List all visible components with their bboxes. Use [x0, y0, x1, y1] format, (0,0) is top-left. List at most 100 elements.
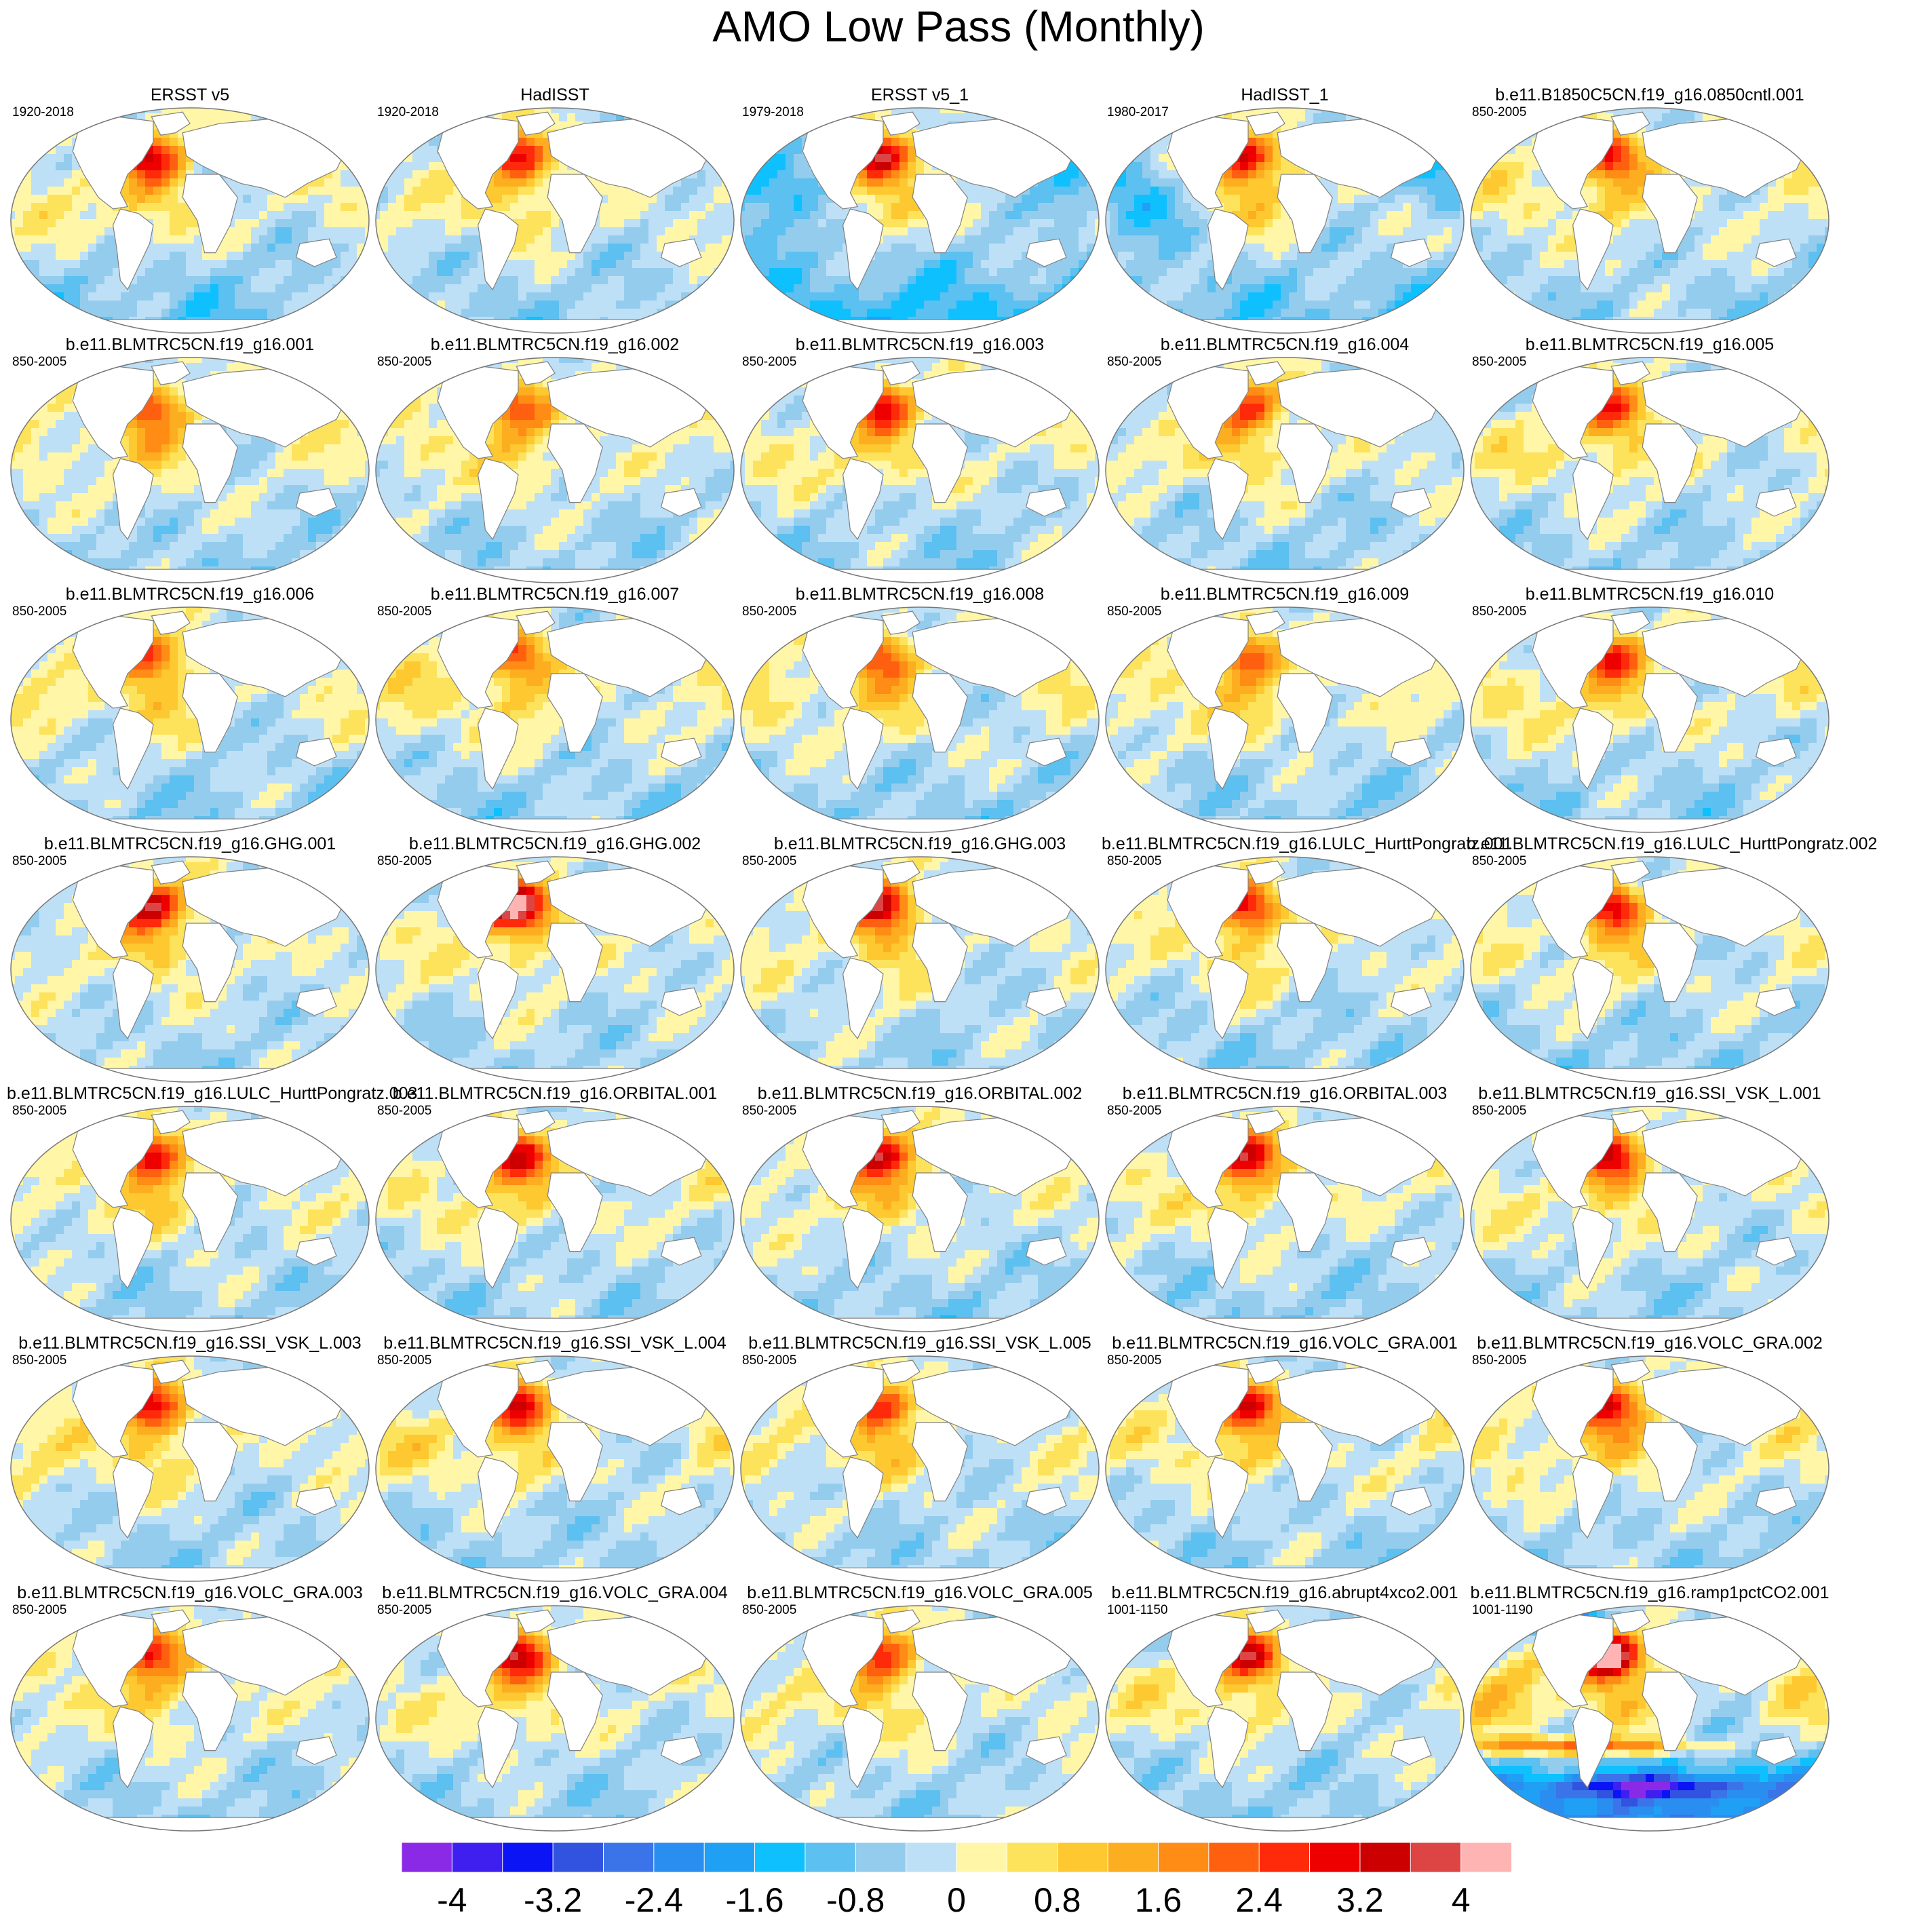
continent [880, 1609, 921, 1634]
continent [1572, 708, 1614, 790]
map-outline [740, 856, 1100, 1083]
panel-period: 850-2005 [1107, 854, 1161, 869]
map-outline [740, 1605, 1100, 1832]
continent [437, 116, 519, 210]
panel-title: b.e11.BLMTRC5CN.f19_g16.SSI_VSK_L.003 [7, 1333, 373, 1353]
panel-title: HadISST_1 [1102, 85, 1468, 105]
panel-period: 850-2005 [1472, 1104, 1526, 1119]
panel-title: b.e11.BLMTRC5CN.f19_g16.001 [7, 334, 373, 355]
panel-title: b.e11.BLMTRC5CN.f19_g16.VOLC_GRA.004 [372, 1583, 738, 1603]
map-outline [740, 1106, 1100, 1332]
continent [295, 488, 337, 517]
continent [1277, 174, 1333, 254]
colorbar-swatch [552, 1842, 604, 1873]
continent [151, 1110, 191, 1134]
panel-title: b.e11.BLMTRC5CN.f19_g16.SSI_VSK_L.004 [372, 1333, 738, 1353]
colorbar-swatch [1006, 1842, 1058, 1873]
continent [112, 208, 154, 291]
continent [1025, 238, 1067, 267]
panel-title: b.e11.BLMTRC5CN.f19_g16.LULC_HurttPongra… [1467, 834, 1877, 854]
colorbar-swatch [653, 1842, 705, 1873]
map-outline [1105, 606, 1465, 833]
continent [1572, 208, 1614, 291]
sst-anomaly-map [1470, 856, 1829, 1083]
panel-period: 850-2005 [1472, 355, 1526, 370]
continent [802, 1364, 884, 1458]
panel-period: 850-2005 [12, 854, 66, 869]
sst-anomaly-map [740, 856, 1100, 1083]
panel-title: b.e11.BLMTRC5CN.f19_g16.ORBITAL.003 [1102, 1083, 1468, 1104]
sst-anomaly-map [10, 606, 370, 833]
continent [547, 923, 603, 1003]
map-panel: b.e11.BLMTRC5CN.f19_g16.004 850-2005 [1102, 334, 1468, 585]
panel-period: 1979-2018 [742, 105, 804, 120]
continent [1532, 1115, 1614, 1208]
map-outline [375, 1605, 735, 1832]
colorbar-swatch [1157, 1842, 1209, 1873]
colorbar-tick-label: -4 [437, 1881, 467, 1919]
map-outline [1470, 357, 1829, 583]
map-panel: b.e11.BLMTRC5CN.f19_g16.008 850-2005 [737, 584, 1103, 835]
continent [842, 458, 884, 541]
continent [802, 865, 884, 959]
continent [1642, 174, 1698, 254]
sst-anomaly-map [1105, 1605, 1465, 1832]
continent [802, 615, 884, 709]
sst-anomaly-map [740, 1605, 1100, 1832]
panel-title: b.e11.BLMTRC5CN.f19_g16.VOLC_GRA.005 [737, 1583, 1103, 1603]
continent [112, 1456, 154, 1539]
continent [660, 737, 702, 767]
continent [660, 238, 702, 267]
sst-anomaly-map [740, 357, 1100, 583]
continent [1642, 423, 1698, 503]
sst-anomaly-map [375, 856, 735, 1083]
continent [1532, 1364, 1614, 1458]
map-panel: b.e11.BLMTRC5CN.f19_g16.007 850-2005 [372, 584, 738, 835]
continent [182, 923, 238, 1003]
continent [912, 1172, 968, 1252]
panel-period: 850-2005 [12, 1353, 66, 1368]
panel-title: b.e11.BLMTRC5CN.f19_g16.ramp1pctCO2.001 [1467, 1583, 1833, 1603]
continent [1167, 116, 1249, 210]
continent [880, 361, 921, 385]
sst-anomaly-map [1470, 1355, 1829, 1582]
continent [1610, 860, 1650, 885]
panel-title: b.e11.BLMTRC5CN.f19_g16.abrupt4xco2.001 [1102, 1583, 1468, 1603]
continent [1390, 987, 1432, 1016]
continent [477, 957, 519, 1040]
colorbar-tick-label: 0 [947, 1881, 966, 1919]
continent [151, 1359, 191, 1384]
continent [295, 238, 337, 267]
panel-title: b.e11.BLMTRC5CN.f19_g16.ORBITAL.001 [372, 1083, 738, 1104]
sst-anomaly-map [1105, 606, 1465, 833]
continent [912, 673, 968, 753]
colorbar-swatch [754, 1842, 806, 1873]
continent [842, 208, 884, 291]
map-panel: b.e11.BLMTRC5CN.f19_g16.LULC_HurttPongra… [1102, 834, 1512, 1085]
continent [516, 860, 556, 885]
sst-anomaly-map [10, 107, 370, 334]
map-panel: b.e11.BLMTRC5CN.f19_g16.ORBITAL.003 850-2… [1102, 1083, 1468, 1334]
panel-title: b.e11.BLMTRC5CN.f19_g16.GHG.003 [737, 834, 1103, 854]
continent [802, 1115, 884, 1208]
map-panel: b.e11.BLMTRC5CN.f19_g16.009 850-2005 [1102, 584, 1468, 835]
continent [1025, 1486, 1067, 1515]
continent [660, 1736, 702, 1765]
continent [1390, 737, 1432, 767]
continent [477, 1706, 519, 1789]
continent [151, 111, 191, 136]
panel-period: 850-2005 [742, 854, 796, 869]
continent [437, 366, 519, 459]
panel-period: 850-2005 [1472, 854, 1526, 869]
colorbar-swatch [1107, 1842, 1159, 1873]
continent [295, 737, 337, 767]
map-outline [740, 357, 1100, 583]
continent [842, 957, 884, 1040]
map-outline [1105, 1106, 1465, 1332]
continent [1207, 957, 1249, 1040]
continent [547, 673, 603, 753]
continent [1642, 1172, 1698, 1252]
continent [437, 865, 519, 959]
map-outline [1105, 1355, 1465, 1582]
panel-title: b.e11.BLMTRC5CN.f19_g16.GHG.001 [7, 834, 373, 854]
